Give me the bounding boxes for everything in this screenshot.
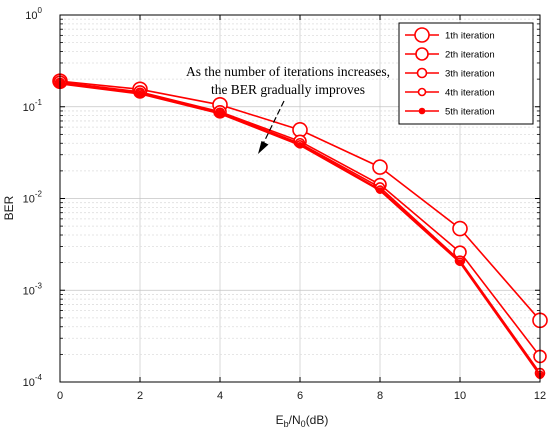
data-point [136, 90, 144, 98]
x-tick-label: 10 [454, 390, 466, 402]
annotation-arrow-head [258, 141, 269, 154]
legend-label: 3th iteration [445, 69, 495, 80]
x-tick-label: 2 [137, 390, 143, 402]
plot-frame [59, 14, 541, 383]
legend-item-5: 5th iteration [405, 107, 495, 118]
x-tick-label: 12 [534, 390, 546, 402]
x-tick-label: 6 [297, 390, 303, 402]
legend-swatch-marker [418, 107, 426, 115]
x-axis-label: Eb/N0(dB) [276, 413, 329, 429]
data-point [296, 142, 304, 149]
legend-label: 1th iteration [445, 31, 495, 42]
series-group [52, 73, 548, 380]
y-tick-label: 10-4 [23, 373, 43, 389]
legend-swatch-marker [414, 27, 430, 43]
annotation-line-1: As the number of iterations increases, [186, 64, 390, 79]
legend-label: 5th iteration [445, 107, 495, 118]
data-point [452, 220, 468, 237]
series-5 [56, 80, 544, 379]
legend-item-2: 2th iteration [405, 47, 495, 61]
legend-item-4: 4th iteration [405, 88, 495, 99]
data-point [376, 187, 384, 194]
x-tick-label: 8 [377, 390, 383, 402]
x-tick-label: 4 [217, 390, 223, 402]
x-axis-label-zero: 0 [301, 419, 306, 429]
data-point [456, 259, 464, 266]
x-axis-label-n: /N [289, 413, 301, 427]
y-tick-label: 10-1 [23, 98, 43, 114]
annotation-line-2: the BER gradually improves [211, 82, 365, 97]
annotation: As the number of iterations increases, t… [186, 64, 390, 154]
legend: 1th iteration 2th iteration 3th iteration 4… [398, 22, 534, 125]
legend-swatch-marker [415, 47, 429, 61]
y-tick-label: 100 [25, 6, 42, 22]
x-axis-label-e: E [276, 413, 284, 427]
y-axis-label: BER [2, 195, 16, 220]
legend-label: 2th iteration [445, 50, 495, 61]
data-point [372, 159, 388, 175]
legend-item-3: 3th iteration [405, 67, 495, 80]
legend-item-1: 1th iteration [405, 27, 495, 43]
x-axis-label-b: b [284, 419, 289, 429]
y-tick-label: 10-2 [23, 190, 43, 206]
y-tick-label: 10-3 [23, 281, 43, 297]
x-tick-label: 0 [57, 390, 63, 402]
legend-swatch-marker [416, 67, 428, 79]
legend-swatch-marker [417, 87, 427, 97]
legend-label: 4th iteration [445, 88, 495, 99]
x-axis-label-unit: (dB) [306, 413, 329, 427]
annotation-arrow-shaft [262, 100, 285, 145]
data-point [216, 110, 224, 117]
